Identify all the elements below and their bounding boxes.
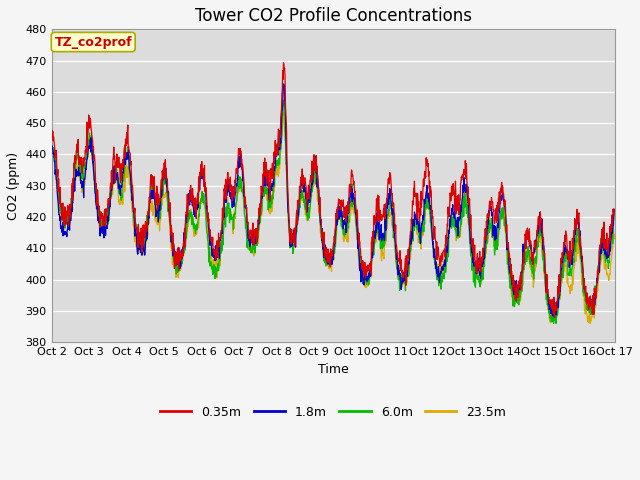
Text: TZ_co2prof: TZ_co2prof <box>54 36 132 48</box>
Legend: 0.35m, 1.8m, 6.0m, 23.5m: 0.35m, 1.8m, 6.0m, 23.5m <box>155 401 511 423</box>
X-axis label: Time: Time <box>317 362 349 376</box>
Y-axis label: CO2 (ppm): CO2 (ppm) <box>7 152 20 220</box>
Title: Tower CO2 Profile Concentrations: Tower CO2 Profile Concentrations <box>195 7 472 25</box>
